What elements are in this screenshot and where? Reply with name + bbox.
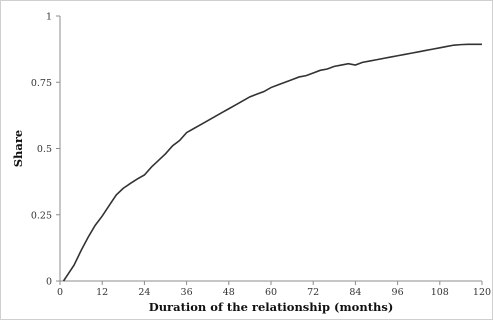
x-axis-label: Duration of the relationship (months): [149, 300, 394, 314]
x-tick-label: 12: [96, 287, 108, 298]
x-tick-label: 120: [473, 287, 491, 298]
axes: [56, 15, 483, 285]
series-line: [62, 43, 482, 282]
x-tick-label: 24: [138, 287, 150, 298]
y-tick-label: 1: [46, 12, 52, 23]
y-tick-label: 0.25: [31, 210, 52, 221]
x-tick-labels: 0 12 24 36 48 60 72 84 96 108 120: [57, 287, 491, 298]
x-tick-label: 48: [223, 287, 235, 298]
y-tick-label: 0.5: [37, 144, 52, 155]
x-tick-label: 36: [181, 287, 193, 298]
x-tick-label: 72: [307, 287, 319, 298]
y-tick-label: 0: [46, 277, 52, 288]
x-tick-label: 96: [392, 287, 404, 298]
x-tick-label: 108: [431, 287, 449, 298]
y-axis-label: Share: [11, 130, 25, 168]
y-tick-label: 0.75: [31, 78, 52, 89]
x-tick-label: 60: [265, 287, 277, 298]
x-tick-label: 0: [57, 287, 63, 298]
y-tick-labels: 0 0.25 0.5 0.75 1: [31, 12, 52, 288]
x-tick-label: 84: [349, 287, 361, 298]
